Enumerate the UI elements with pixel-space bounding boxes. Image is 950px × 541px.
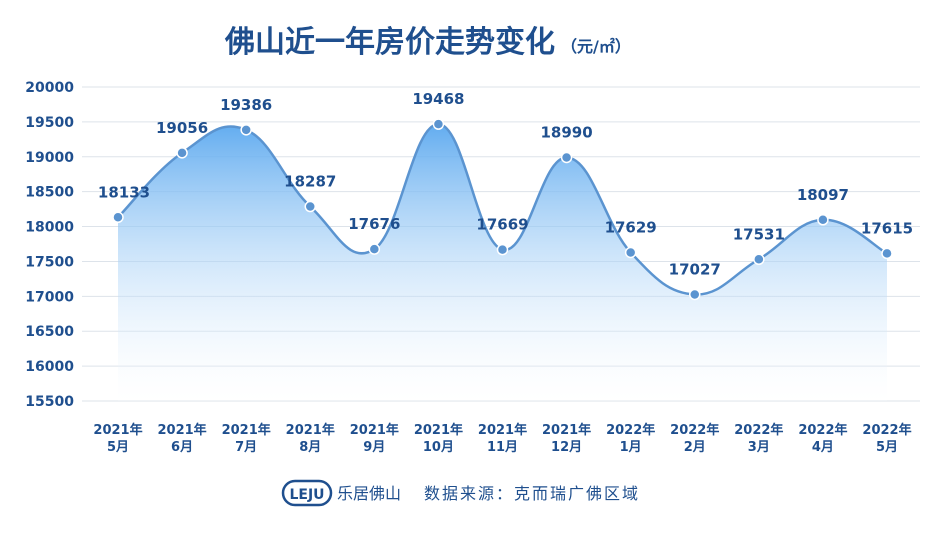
- y-tick-label: 16000: [25, 359, 74, 375]
- brand-name: 乐居佛山: [337, 484, 401, 503]
- data-label: 17676: [348, 215, 400, 233]
- data-point: [432, 118, 445, 130]
- x-tick-label: 2021年 7月: [222, 422, 271, 455]
- x-tick-label: 2021年 11月: [478, 422, 527, 455]
- data-label: 19056: [156, 119, 208, 137]
- chart-unit: （元/㎡）: [561, 37, 631, 56]
- x-tick-label: 2022年 4月: [798, 422, 847, 455]
- data-point: [496, 243, 509, 256]
- data-label: 18990: [540, 123, 592, 141]
- y-axis-ticks: 15500 16000 16500 17000 17500 18000 18500 19000…: [25, 80, 74, 410]
- data-label: 19386: [220, 96, 272, 114]
- data-label: 17669: [476, 216, 528, 234]
- y-tick-label: 19500: [25, 115, 74, 131]
- x-tick-label: 2021年 10月: [414, 422, 463, 455]
- x-axis-ticks: 2021年 5月 2021年 6月 2021年 7月 2021年 8月 2021年 9月 2021年…: [93, 422, 911, 455]
- line-path: [117, 122, 888, 296]
- x-tick-label: 2022年 5月: [862, 422, 911, 455]
- y-tick-label: 17500: [25, 254, 74, 270]
- y-tick-label: 18500: [25, 185, 74, 201]
- leju-logo-text: LEJU: [289, 487, 324, 503]
- data-point: [176, 147, 188, 159]
- x-tick-label: 2021年 6月: [157, 422, 206, 455]
- area-fill: [118, 124, 887, 402]
- y-tick-label: 15500: [25, 394, 74, 410]
- data-label: 18133: [98, 183, 150, 201]
- chart-title: 佛山近一年房价走势变化 （元/㎡）: [224, 25, 631, 60]
- data-point: [689, 288, 701, 301]
- data-point: [240, 124, 252, 136]
- y-tick-label: 18000: [25, 220, 74, 236]
- data-points: [112, 118, 893, 301]
- data-label: 18097: [797, 186, 849, 204]
- data-labels: 18133 19056 19386 18287 17676 19468 17669 18990…: [98, 90, 913, 278]
- y-tick-label: 16500: [25, 324, 74, 340]
- data-label: 17615: [861, 219, 913, 237]
- x-tick-label: 2021年 9月: [350, 422, 399, 455]
- footer: LEJU 乐居佛山 数据来源：克而瑞广佛区域: [281, 479, 640, 507]
- data-point: [753, 253, 765, 266]
- area-shape: [118, 124, 887, 402]
- data-point: [881, 247, 893, 260]
- x-tick-label: 2022年 1月: [606, 422, 655, 455]
- data-label: 17531: [733, 225, 785, 243]
- data-point: [304, 200, 316, 213]
- data-point: [368, 243, 381, 255]
- chart-title-main: 佛山近一年房价走势变化: [224, 25, 555, 60]
- data-label: 19468: [412, 90, 464, 108]
- y-tick-label: 19000: [25, 150, 74, 166]
- data-point: [112, 211, 124, 224]
- x-tick-label: 2022年 3月: [734, 422, 783, 455]
- data-point: [817, 214, 829, 226]
- leju-logo-icon: LEJU: [281, 479, 333, 507]
- data-label: 17027: [669, 260, 721, 278]
- x-tick-label: 2022年 2月: [670, 422, 719, 455]
- series-line: [117, 122, 888, 296]
- data-source: 数据来源：克而瑞广佛区域: [424, 484, 640, 503]
- y-tick-label: 17000: [25, 289, 74, 305]
- y-tick-label: 20000: [25, 80, 74, 96]
- x-tick-label: 2021年 12月: [542, 422, 591, 455]
- x-tick-label: 2021年 5月: [93, 422, 142, 455]
- x-tick-label: 2021年 8月: [286, 422, 335, 455]
- data-label: 17629: [605, 218, 657, 236]
- data-point: [560, 151, 573, 164]
- data-label: 18287: [284, 173, 336, 191]
- data-point: [624, 246, 637, 259]
